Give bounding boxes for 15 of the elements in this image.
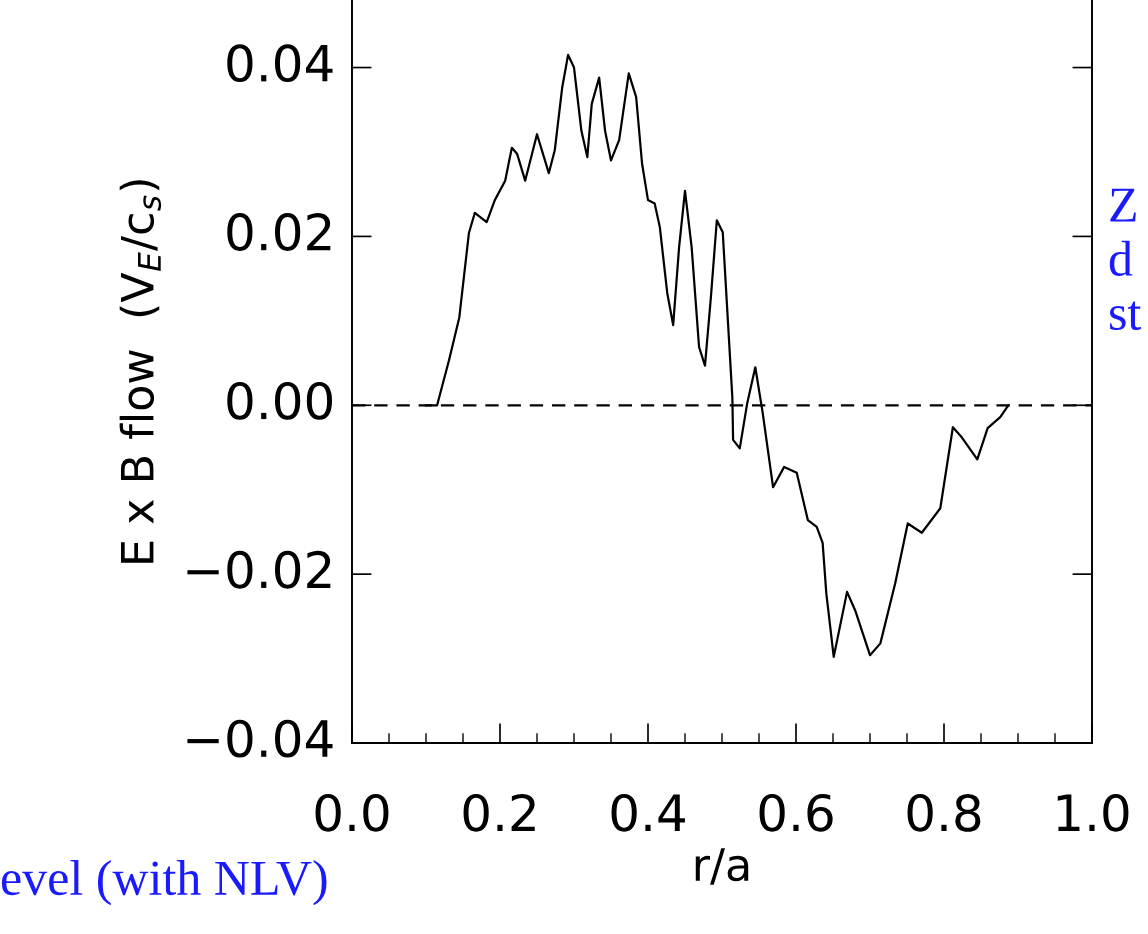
x-tick-label: 0.4 [611, 793, 685, 832]
y-tick-label: −0.04 [187, 719, 333, 758]
text: Z d st [1109, 188, 1142, 331]
y-tick-label: 0.02 [227, 213, 331, 251]
x-axis-title: r/a [695, 848, 749, 885]
y-tick-label: 0.00 [227, 381, 333, 420]
y-axis-title: E x B flow (V$_{E}$/c$_{s}$) [119, 180, 162, 563]
y-tick-label: 0.04 [227, 44, 333, 83]
x-tick-label: 0.0 [315, 793, 389, 832]
x-tick-label: 0.8 [907, 793, 981, 832]
y-tick-label: −0.02 [187, 550, 331, 589]
x-tick-label: 0.6 [759, 793, 833, 832]
x-tick-label: 1.0 [1057, 793, 1129, 832]
text: evel (with NLV) [1, 859, 327, 906]
x-tick-label: 0.2 [463, 793, 535, 832]
